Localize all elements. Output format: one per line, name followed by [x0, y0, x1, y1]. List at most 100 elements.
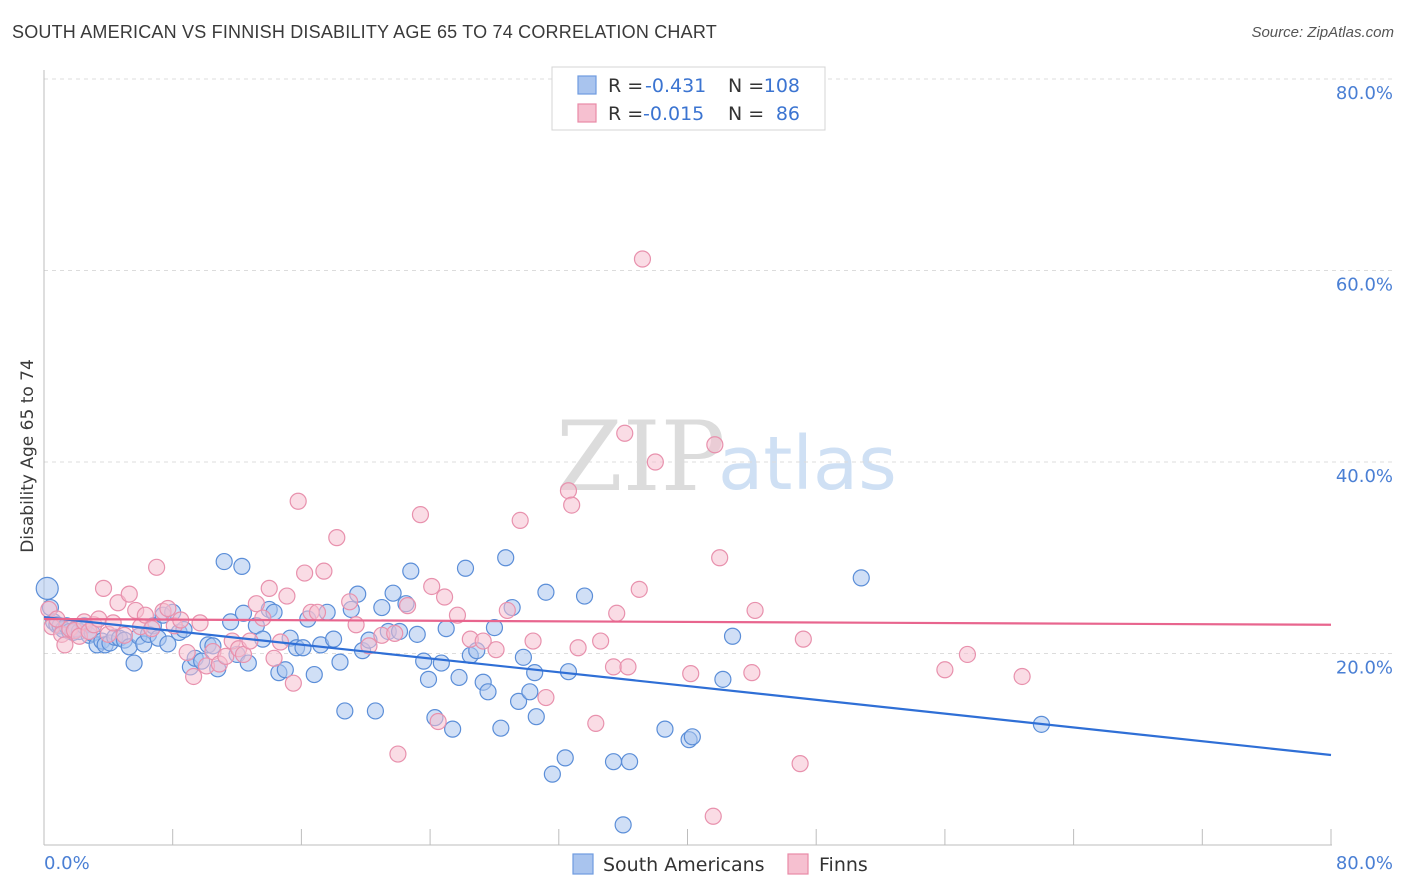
south-american-point: [432, 654, 450, 672]
bottom-legend-swatch-blue: [572, 853, 594, 875]
south-american-point: [521, 683, 539, 701]
south-american-point: [384, 584, 402, 602]
finn-point: [487, 641, 505, 659]
south-american-point: [527, 708, 545, 726]
south-american-point: [437, 620, 455, 638]
legend-r-label-2: R =: [608, 103, 643, 125]
finn-point: [148, 558, 166, 576]
south-american-point: [366, 702, 385, 720]
south-american-point: [415, 652, 433, 670]
correlation-legend: R = -0.431 N = 108 R = -0.015 N = 86: [551, 66, 826, 131]
x-tick-label-max: 80.0%: [1336, 853, 1393, 874]
finn-point: [115, 626, 134, 644]
south-american-point: [444, 720, 462, 738]
south-american-point: [485, 619, 504, 637]
series-legend: South Americans Finns: [572, 853, 868, 876]
south-american-point: [537, 583, 555, 601]
finn-point: [278, 587, 296, 605]
bottom-legend-label-finns: Finns: [819, 854, 868, 876]
finn-point: [537, 688, 555, 707]
legend-box: [551, 66, 826, 131]
finn-point: [423, 577, 441, 596]
south-american-point: [222, 613, 240, 631]
legend-n-value-2: 86: [776, 103, 800, 125]
finn-point: [247, 595, 265, 613]
finn-point: [563, 496, 581, 514]
south-american-point: [723, 627, 742, 645]
south-american-point: [276, 661, 294, 679]
y-tick-label-20: 20.0%: [1336, 658, 1393, 679]
x-tick-marks: [172, 829, 1332, 845]
legend-n-label-2: N =: [728, 103, 764, 125]
south-american-point: [35, 576, 59, 600]
south-american-point: [419, 670, 438, 688]
south-american-point: [373, 598, 391, 617]
south-american-point: [305, 665, 323, 684]
finn-point: [398, 597, 417, 615]
south-american-point: [479, 683, 497, 701]
south-american-point: [614, 816, 632, 834]
south-american-point: [514, 648, 533, 666]
finn-point: [265, 649, 283, 667]
south-american-point: [336, 702, 354, 720]
finn-point: [743, 664, 761, 682]
chart-title: SOUTH AMERICAN VS FINNISH DISABILITY AGE…: [12, 22, 717, 42]
finn-point: [411, 506, 430, 524]
south-american-point: [556, 749, 574, 767]
finn-point: [1013, 667, 1031, 686]
trend-line-south-americans: [43, 616, 1332, 757]
finn-point: [791, 755, 809, 773]
finn-point: [120, 585, 138, 603]
finn-point: [429, 712, 447, 731]
legend-swatch-blue: [577, 75, 597, 95]
y-tick-label-80: 80.0%: [1336, 83, 1393, 104]
finn-point: [435, 588, 454, 606]
finn-point: [619, 658, 637, 676]
finn-point: [315, 562, 333, 580]
trend-line-finns: [43, 617, 1332, 626]
watermark-atlas: atlas: [718, 421, 897, 507]
finn-point: [587, 714, 605, 732]
finn-point: [498, 601, 516, 620]
finn-point: [633, 250, 652, 268]
finn-point: [56, 636, 74, 654]
south-american-point: [456, 559, 475, 577]
south-american-point: [331, 653, 349, 671]
finn-point: [794, 630, 812, 648]
finn-point: [185, 667, 203, 686]
south-american-point: [852, 569, 870, 587]
south-american-point: [543, 765, 561, 783]
finn-point: [936, 661, 954, 679]
finn-point: [241, 632, 259, 650]
south-american-point: [125, 654, 143, 672]
finn-point: [360, 637, 378, 655]
south-american-point: [683, 728, 701, 746]
series-finns: [40, 250, 1031, 825]
finn-point: [159, 599, 177, 618]
finn-point: [254, 609, 272, 627]
south-american-point: [402, 562, 420, 580]
legend-swatch-pink: [577, 103, 597, 123]
finn-point: [191, 614, 209, 632]
finn-point: [386, 624, 404, 642]
finn-point: [260, 579, 278, 597]
y-tick-label-60: 60.0%: [1336, 275, 1393, 296]
finn-point: [341, 593, 359, 611]
legend-r-label-1: R =: [608, 75, 643, 97]
bottom-legend-label-south-americans: South Americans: [603, 854, 765, 876]
finn-point: [604, 658, 623, 676]
watermark-zip: ZIP: [556, 401, 725, 513]
bottom-legend-swatch-pink: [787, 853, 809, 875]
legend-n-value-1: 108: [764, 75, 800, 97]
south-american-point: [492, 719, 510, 737]
finn-point: [328, 529, 346, 547]
finn-point: [711, 549, 729, 567]
south-american-point: [450, 668, 468, 687]
finn-point: [511, 511, 529, 530]
finn-point: [592, 632, 610, 650]
y-axis-label: Disability Age 65 to 74: [18, 359, 38, 553]
finn-point: [958, 645, 977, 664]
finn-point: [474, 632, 492, 650]
south-american-point: [294, 639, 312, 657]
